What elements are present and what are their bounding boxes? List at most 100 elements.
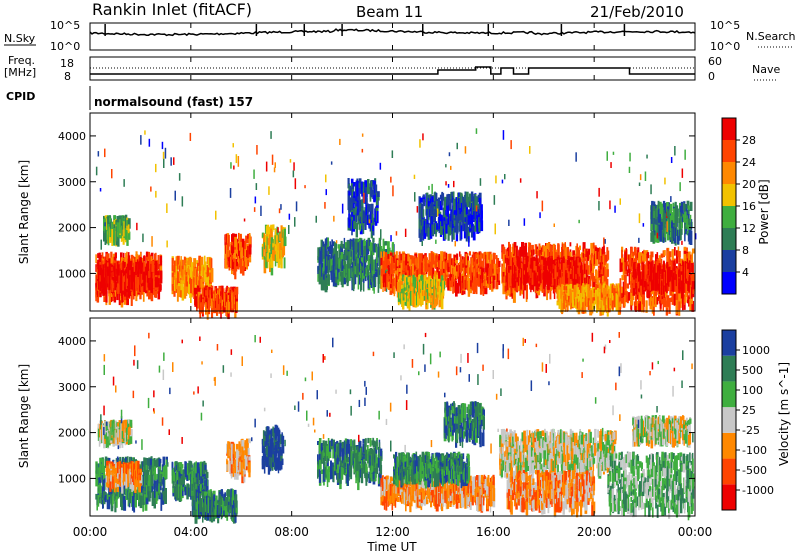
heatmap-cell — [653, 292, 655, 307]
heatmap-cell — [512, 273, 515, 288]
heatmap-cell — [431, 288, 434, 294]
heatmap-cell — [603, 245, 605, 254]
heatmap-cell — [343, 252, 346, 267]
heatmap-cell — [588, 265, 591, 275]
heatmap-cell — [459, 211, 463, 222]
freq-tick-bottom: 8 — [64, 70, 71, 83]
heatmap-cell — [537, 266, 539, 273]
heatmap-cell — [347, 193, 351, 199]
heatmap-cell — [226, 302, 228, 318]
heatmap-cell — [276, 226, 279, 235]
heatmap-cell — [453, 271, 456, 285]
heatmap-cell — [112, 275, 115, 281]
heatmap-cell — [615, 285, 619, 291]
heatmap-cell — [660, 298, 663, 304]
heatmap-cell — [198, 265, 200, 277]
heatmap-cell — [122, 260, 124, 270]
heatmap-cell — [451, 227, 453, 242]
heatmap-cell — [231, 245, 233, 261]
heatmap-cell — [145, 251, 149, 257]
heatmap-cell — [219, 293, 221, 299]
heatmap-cell — [455, 215, 459, 230]
heatmap-cell — [157, 290, 161, 300]
heatmap-cell — [263, 259, 266, 273]
heatmap-cell — [606, 289, 609, 295]
heatmap-cell — [385, 268, 388, 274]
heatmap-cell — [130, 290, 133, 306]
heatmap-cell — [455, 199, 459, 213]
heatmap-cell — [324, 264, 328, 274]
heatmap-cell — [537, 258, 540, 269]
heatmap-cell — [470, 267, 473, 274]
heatmap-cell — [388, 247, 391, 253]
heatmap-cell — [366, 239, 368, 251]
heatmap-cell — [651, 251, 654, 258]
heatmap-cell — [420, 253, 423, 269]
heatmap-cell — [660, 253, 664, 258]
heatmap-cell — [434, 191, 436, 201]
heatmap-cell — [590, 242, 594, 257]
heatmap-cell — [154, 277, 158, 288]
heatmap-cell — [358, 217, 361, 230]
heatmap-cell — [630, 285, 633, 298]
heatmap-cell — [625, 248, 627, 261]
heatmap-cell — [227, 252, 230, 263]
heatmap-cell — [414, 265, 417, 271]
heatmap-cell — [363, 277, 365, 283]
heatmap-cell — [445, 252, 448, 263]
heatmap-cell — [545, 245, 548, 261]
heatmap-cell — [225, 289, 227, 296]
heatmap-cell — [541, 277, 545, 293]
heatmap-cell — [423, 287, 426, 301]
heatmap-cell — [403, 254, 406, 261]
heatmap-cell — [371, 245, 374, 254]
heatmap-cell — [399, 280, 402, 294]
heatmap-cell — [639, 287, 641, 300]
heatmap-cell — [426, 289, 429, 300]
heatmap-cell — [111, 273, 114, 279]
heatmap-cell — [476, 207, 479, 215]
heatmap-cell — [596, 295, 598, 305]
heatmap-cell — [225, 245, 228, 261]
heatmap-cell — [351, 211, 353, 217]
heatmap-cell — [615, 300, 618, 312]
heatmap-cell — [145, 265, 148, 271]
heatmap-cell — [232, 233, 235, 242]
heatmap-cell — [456, 265, 458, 272]
heatmap-cell — [486, 251, 489, 268]
heatmap-cell — [476, 273, 479, 286]
heatmap-cell — [176, 271, 179, 285]
heatmap-cell — [470, 280, 473, 287]
heatmap-cell — [103, 277, 105, 289]
heatmap-cell — [580, 252, 583, 262]
heatmap-cell — [477, 273, 481, 287]
heatmap-cell — [95, 287, 97, 302]
heatmap-cell — [434, 208, 438, 217]
heatmap-cell — [511, 246, 513, 262]
heatmap-cell — [653, 300, 655, 316]
heatmap-cell — [607, 285, 610, 291]
heatmap-cell — [331, 246, 333, 251]
heatmap-cell — [523, 258, 527, 273]
heatmap-cell — [459, 251, 461, 257]
heatmap-cell — [466, 196, 470, 208]
heatmap-cell — [650, 251, 653, 264]
heatmap-cell — [462, 267, 465, 273]
heatmap-cell — [584, 300, 587, 314]
heatmap-cell — [437, 197, 441, 206]
heatmap-cell — [464, 258, 468, 274]
heatmap-cell — [624, 282, 627, 293]
heatmap-cell — [115, 281, 118, 288]
heatmap-cell — [457, 283, 460, 294]
heatmap-cell — [436, 255, 439, 263]
heatmap-cell — [405, 265, 408, 273]
heatmap-cell — [464, 266, 466, 277]
heatmap-cell — [478, 263, 481, 272]
heatmap-cell — [603, 255, 607, 266]
heatmap-cell — [274, 243, 277, 252]
heatmap-cell — [244, 240, 247, 256]
heatmap-cell — [568, 257, 571, 266]
heatmap-cell — [412, 255, 414, 265]
heatmap-cell — [340, 251, 344, 264]
heatmap-cell — [481, 253, 485, 259]
